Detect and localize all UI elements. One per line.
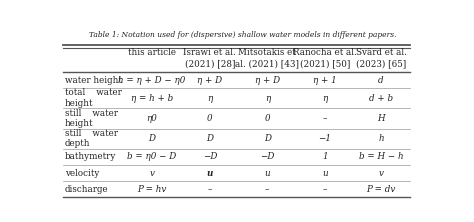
Text: η: η (264, 94, 270, 103)
Text: η + D: η + D (255, 75, 280, 85)
Text: Svärd et al.
(2023) [65]: Svärd et al. (2023) [65] (356, 48, 407, 68)
Text: D: D (264, 134, 271, 143)
Text: water height: water height (65, 75, 122, 85)
Text: b = η0 − D: b = η0 − D (127, 152, 176, 161)
Text: Ranocha et al.
(2021) [50]: Ranocha et al. (2021) [50] (293, 48, 357, 68)
Text: –: – (208, 185, 212, 194)
Text: bathymetry: bathymetry (65, 152, 116, 161)
Text: 1: 1 (322, 152, 328, 161)
Text: –: – (323, 114, 327, 123)
Text: u: u (322, 168, 328, 178)
Text: –: – (265, 185, 270, 194)
Text: Table 1: Notation used for (dispersive) shallow water models in different papers: Table 1: Notation used for (dispersive) … (89, 31, 397, 39)
Text: η0: η0 (146, 114, 157, 123)
Text: still    water
height: still water height (65, 109, 118, 128)
Text: −1: −1 (319, 134, 331, 143)
Text: d: d (378, 75, 384, 85)
Text: this article: this article (128, 48, 176, 57)
Text: D: D (148, 134, 155, 143)
Text: H: H (377, 114, 385, 123)
Text: Mitsotakis et
al. (2021) [43]: Mitsotakis et al. (2021) [43] (236, 48, 300, 68)
Text: D: D (206, 134, 213, 143)
Text: h: h (378, 134, 384, 143)
Text: d + b: d + b (369, 94, 393, 103)
Text: u: u (207, 168, 213, 178)
Text: Israwi et al.
(2021) [28]: Israwi et al. (2021) [28] (183, 48, 236, 68)
Text: P = hv: P = hv (137, 185, 166, 194)
Text: 0: 0 (264, 114, 270, 123)
Text: −D: −D (260, 152, 274, 161)
Text: η: η (322, 94, 328, 103)
Text: v: v (149, 168, 155, 178)
Text: η = h + b: η = h + b (131, 94, 173, 103)
Text: η: η (207, 94, 212, 103)
Text: total    water
height: total water height (65, 88, 122, 108)
Text: still    water
depth: still water depth (65, 129, 118, 149)
Text: v: v (379, 168, 383, 178)
Text: h = η + D − η0: h = η + D − η0 (118, 75, 185, 85)
Text: η + 1: η + 1 (313, 75, 337, 85)
Text: η + D: η + D (197, 75, 222, 85)
Text: u: u (264, 168, 270, 178)
Text: 0: 0 (207, 114, 213, 123)
Text: −D: −D (203, 152, 217, 161)
Text: velocity: velocity (65, 168, 99, 178)
Text: discharge: discharge (65, 185, 109, 194)
Text: –: – (323, 185, 327, 194)
Text: b = H − h: b = H − h (359, 152, 403, 161)
Text: P = dv: P = dv (366, 185, 396, 194)
